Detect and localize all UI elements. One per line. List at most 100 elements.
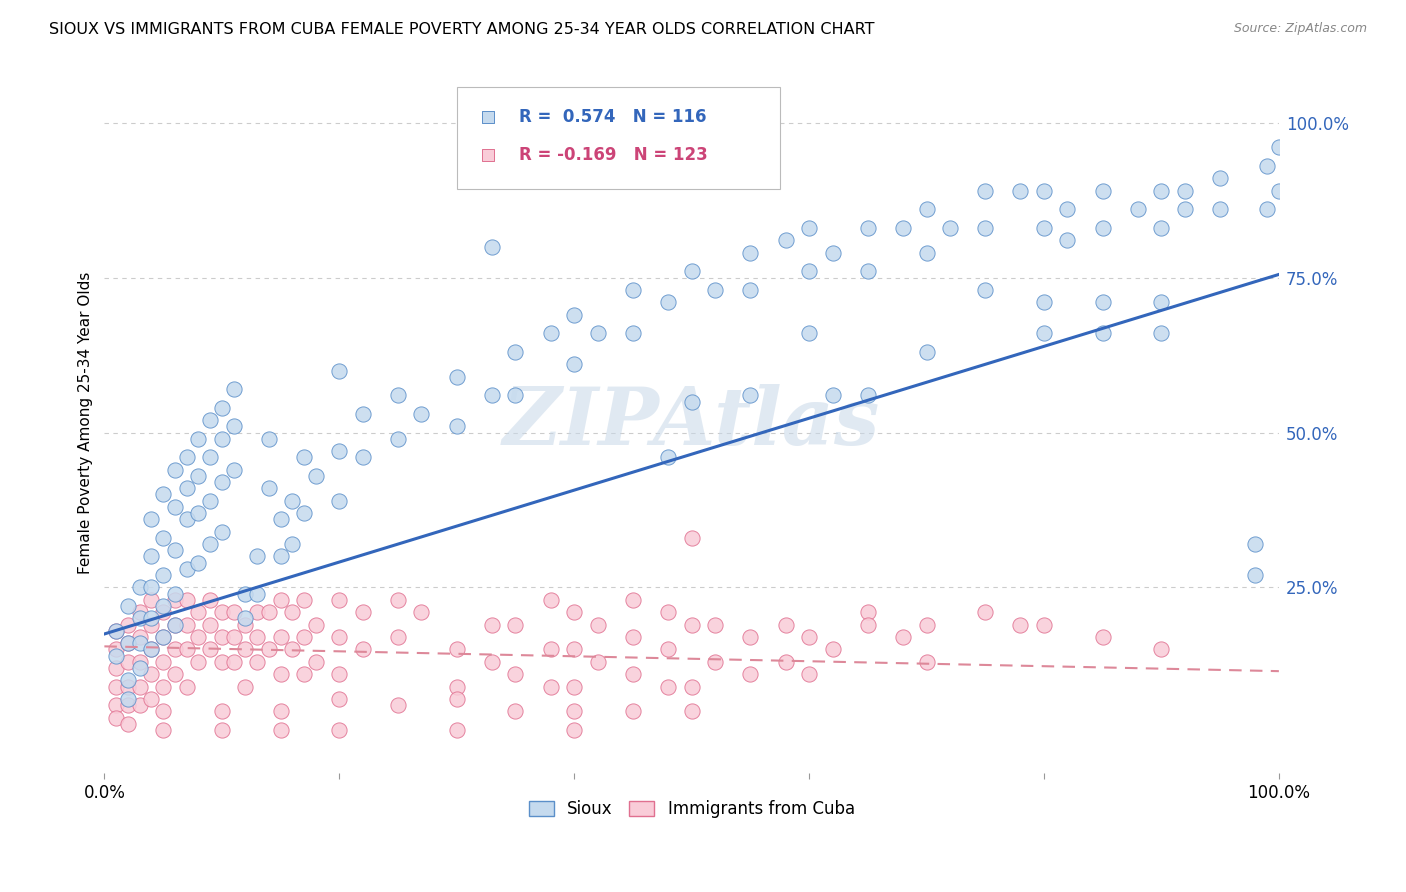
Point xyxy=(446,692,468,706)
Point xyxy=(856,221,879,235)
Point xyxy=(211,475,233,489)
Point xyxy=(176,642,198,657)
Point xyxy=(411,407,433,421)
Point xyxy=(222,463,245,477)
Point xyxy=(176,512,198,526)
Point xyxy=(211,432,233,446)
Point xyxy=(222,605,245,619)
Point xyxy=(704,283,727,297)
Point xyxy=(856,388,879,402)
Point xyxy=(1033,221,1056,235)
Point xyxy=(176,680,198,694)
Point xyxy=(1033,295,1056,310)
Point xyxy=(540,642,562,657)
Point xyxy=(586,617,609,632)
Point xyxy=(141,611,163,625)
Point xyxy=(270,549,292,564)
Point xyxy=(446,419,468,434)
Point xyxy=(246,655,269,669)
Point xyxy=(1091,295,1114,310)
Point xyxy=(270,705,292,719)
Point xyxy=(328,630,350,644)
Point xyxy=(292,450,315,465)
Point xyxy=(246,605,269,619)
Point xyxy=(187,655,209,669)
Point xyxy=(352,450,374,465)
Point xyxy=(797,630,820,644)
Point xyxy=(1244,568,1267,582)
Point xyxy=(211,655,233,669)
Point xyxy=(681,617,703,632)
Point xyxy=(446,369,468,384)
Point xyxy=(222,655,245,669)
Point xyxy=(105,648,128,663)
Point xyxy=(163,667,186,681)
Point xyxy=(562,605,585,619)
Point xyxy=(891,630,914,644)
Point xyxy=(915,655,938,669)
Point xyxy=(1256,159,1278,173)
Point xyxy=(292,506,315,520)
Point xyxy=(128,698,150,713)
Point xyxy=(211,524,233,539)
Text: R = -0.169   N = 123: R = -0.169 N = 123 xyxy=(519,146,707,164)
Point xyxy=(117,673,139,688)
Point xyxy=(257,432,280,446)
Point xyxy=(681,394,703,409)
Point xyxy=(621,667,644,681)
Point xyxy=(1150,184,1173,198)
Point xyxy=(117,655,139,669)
Point xyxy=(176,617,198,632)
Point xyxy=(856,264,879,278)
Point xyxy=(856,617,879,632)
Point xyxy=(477,188,499,202)
Point xyxy=(1150,326,1173,341)
Point xyxy=(187,605,209,619)
Point xyxy=(187,556,209,570)
Point xyxy=(152,605,174,619)
Point xyxy=(621,630,644,644)
Point xyxy=(152,531,174,545)
Point xyxy=(352,642,374,657)
Point xyxy=(704,655,727,669)
Point xyxy=(775,617,797,632)
Point xyxy=(446,723,468,737)
Point xyxy=(257,642,280,657)
Point xyxy=(1033,184,1056,198)
Point xyxy=(562,642,585,657)
Point xyxy=(222,419,245,434)
Point xyxy=(797,264,820,278)
Point xyxy=(891,221,914,235)
Point xyxy=(128,680,150,694)
Point xyxy=(141,642,163,657)
Point xyxy=(198,537,221,551)
Point xyxy=(740,388,762,402)
Point xyxy=(352,605,374,619)
Point xyxy=(1150,295,1173,310)
Point xyxy=(1268,140,1291,154)
Point xyxy=(281,642,304,657)
Point xyxy=(152,705,174,719)
Point xyxy=(211,705,233,719)
Point xyxy=(974,283,997,297)
Point xyxy=(176,450,198,465)
Point xyxy=(211,605,233,619)
Point xyxy=(1033,326,1056,341)
Point xyxy=(562,308,585,322)
Point xyxy=(117,617,139,632)
Point xyxy=(540,592,562,607)
Point xyxy=(562,357,585,371)
Point xyxy=(856,605,879,619)
Point xyxy=(141,592,163,607)
Point xyxy=(105,624,128,638)
Point xyxy=(176,481,198,495)
Point xyxy=(105,661,128,675)
Point xyxy=(681,531,703,545)
Text: Source: ZipAtlas.com: Source: ZipAtlas.com xyxy=(1233,22,1367,36)
Point xyxy=(586,655,609,669)
Point xyxy=(505,705,527,719)
Point xyxy=(505,617,527,632)
Point xyxy=(117,698,139,713)
Point xyxy=(141,617,163,632)
Point xyxy=(198,642,221,657)
